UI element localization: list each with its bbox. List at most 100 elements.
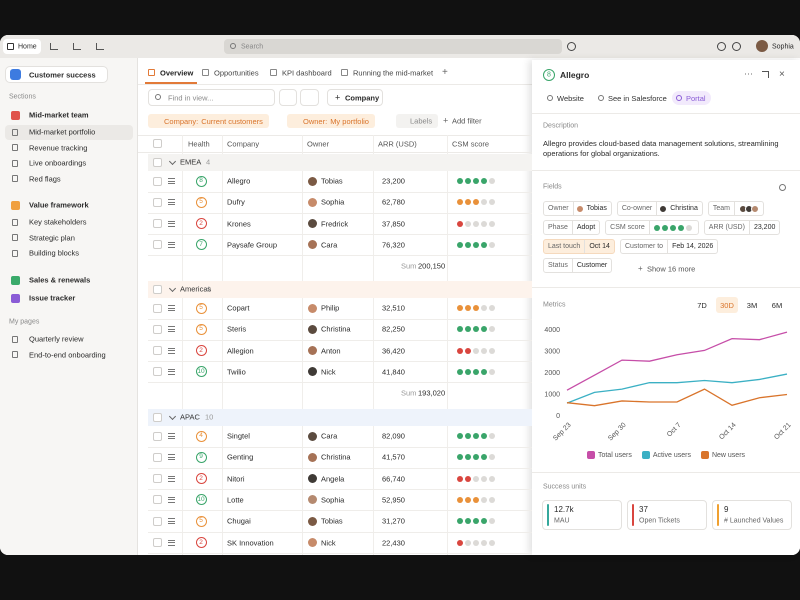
- view-search[interactable]: [148, 89, 275, 106]
- sidebar-item[interactable]: End-to-end onboarding: [29, 349, 106, 359]
- filter-chip[interactable]: Company: Current customers: [148, 114, 269, 128]
- company-name[interactable]: Allegro: [227, 176, 251, 186]
- field-chip[interactable]: Customer to Feb 14, 2026: [619, 239, 719, 254]
- company-name[interactable]: Chugai: [227, 516, 251, 526]
- checkbox[interactable]: [153, 303, 162, 313]
- sidebar-item[interactable]: Red flags: [29, 173, 61, 183]
- sidebar-item[interactable]: Key stakeholders: [29, 217, 87, 227]
- owner-avatar: [308, 303, 317, 313]
- field-chip[interactable]: Phase Adopt: [543, 220, 601, 235]
- checkbox[interactable]: [153, 412, 162, 422]
- sum-label: Sum: [401, 261, 417, 271]
- show-more[interactable]: Show 16 more: [647, 264, 696, 274]
- range-button[interactable]: 7D: [697, 300, 707, 310]
- company-name[interactable]: Genting: [227, 452, 254, 462]
- checkbox[interactable]: [153, 157, 162, 167]
- labels-chip[interactable]: [396, 114, 438, 128]
- sidebar-item[interactable]: Building blocks: [29, 248, 80, 258]
- company-name[interactable]: Twilio: [227, 367, 246, 377]
- add-filter[interactable]: Add filter: [452, 116, 482, 126]
- link-chip[interactable]: Portal: [672, 91, 711, 105]
- group-label[interactable]: Issue tracker: [29, 293, 76, 303]
- field-chip[interactable]: Last touch Oct 14: [543, 239, 615, 254]
- link-chip[interactable]: Website: [557, 93, 584, 103]
- checkbox[interactable]: [153, 516, 162, 526]
- topbar-icon[interactable]: [732, 42, 741, 51]
- checkbox[interactable]: [153, 431, 162, 441]
- column-header[interactable]: CSM score: [452, 139, 490, 149]
- company-name[interactable]: Singtel: [227, 431, 250, 441]
- tab[interactable]: Opportunities: [214, 68, 259, 78]
- company-name[interactable]: Copart: [227, 303, 250, 313]
- company-name[interactable]: Krones: [227, 218, 251, 228]
- checkbox[interactable]: [153, 219, 162, 229]
- company-name[interactable]: Steris: [227, 324, 247, 334]
- drag-handle: [168, 305, 175, 311]
- checkbox[interactable]: [153, 452, 162, 462]
- toolbar-icon[interactable]: [96, 43, 104, 50]
- toolbar-icon[interactable]: [73, 43, 81, 50]
- field-chip[interactable]: Team: [707, 201, 764, 216]
- toolbar-icon[interactable]: [50, 43, 58, 50]
- checkbox[interactable]: [153, 240, 162, 250]
- settings-button[interactable]: [300, 89, 319, 106]
- sidebar-item[interactable]: Live onboardings: [29, 158, 87, 168]
- add-company-button[interactable]: [327, 89, 383, 106]
- expand-icon[interactable]: [762, 71, 769, 78]
- sidebar-item[interactable]: Mid-market portfolio: [29, 127, 96, 137]
- checkbox[interactable]: [153, 284, 162, 294]
- topbar-icon[interactable]: [567, 42, 576, 51]
- checkbox[interactable]: [153, 367, 162, 377]
- field-chip[interactable]: CSM score: [605, 220, 699, 235]
- company-name[interactable]: Lotte: [227, 495, 244, 505]
- range-button[interactable]: 3M: [746, 300, 758, 310]
- group-icon: [11, 201, 20, 210]
- checkbox[interactable]: [153, 324, 162, 334]
- tab[interactable]: Overview: [160, 68, 194, 78]
- company-name[interactable]: Paysafe Group: [227, 240, 278, 250]
- column-header[interactable]: Owner: [307, 139, 330, 149]
- checkbox[interactable]: [153, 474, 162, 484]
- company-name[interactable]: SK Innovation: [227, 537, 274, 547]
- checkbox[interactable]: [153, 346, 162, 356]
- legend: Total users Active users New users: [532, 451, 800, 459]
- owner-name: Tobias: [321, 516, 343, 526]
- group-label[interactable]: Mid-market team: [29, 110, 89, 120]
- field-chip[interactable]: Co-owner Christina: [616, 201, 703, 216]
- topbar-icon[interactable]: [717, 42, 726, 51]
- field-chip[interactable]: Status Customer: [543, 258, 613, 273]
- column-divider: [447, 135, 448, 555]
- column-header[interactable]: Company: [227, 139, 260, 149]
- workspace-button[interactable]: [5, 66, 108, 83]
- column-header[interactable]: ARR (USD): [378, 139, 417, 149]
- description-text: Allegro provides cloud-based data manage…: [543, 139, 779, 158]
- link-chip[interactable]: See in Salesforce: [608, 93, 667, 103]
- tab[interactable]: KPI dashboard: [282, 68, 332, 78]
- filter-button[interactable]: [279, 89, 297, 106]
- company-name[interactable]: Allegion: [227, 345, 254, 355]
- range-button[interactable]: 30D: [716, 297, 738, 313]
- company-name[interactable]: Nitori: [227, 473, 245, 483]
- search-icon[interactable]: [779, 184, 786, 191]
- field-chip[interactable]: ARR (USD) 23,200: [703, 220, 781, 235]
- field-chip[interactable]: Owner Tobias: [543, 201, 612, 216]
- filter-chip[interactable]: Owner: My portfolio: [287, 114, 375, 128]
- checkbox[interactable]: [153, 538, 162, 547]
- arr-value: 36,420: [382, 345, 405, 355]
- sidebar-item[interactable]: Quarterly review: [29, 334, 84, 344]
- checkbox[interactable]: [153, 197, 162, 207]
- range-button[interactable]: 6M: [771, 300, 783, 310]
- checkbox[interactable]: [153, 176, 162, 186]
- drag-handle-mid: [168, 350, 175, 352]
- sidebar-item[interactable]: Revenue tracking: [29, 142, 88, 152]
- tab[interactable]: Running the mid-market: [353, 68, 434, 78]
- sidebar-item[interactable]: Strategic plan: [29, 232, 75, 242]
- column-header[interactable]: Health: [188, 139, 210, 149]
- search-box[interactable]: [224, 39, 562, 54]
- checkbox[interactable]: [153, 139, 162, 148]
- home-button[interactable]: [3, 39, 41, 54]
- group-label[interactable]: Value framework: [29, 200, 89, 210]
- checkbox[interactable]: [153, 495, 162, 505]
- company-name[interactable]: Dufry: [227, 197, 245, 207]
- group-label[interactable]: Sales & renewals: [29, 275, 91, 285]
